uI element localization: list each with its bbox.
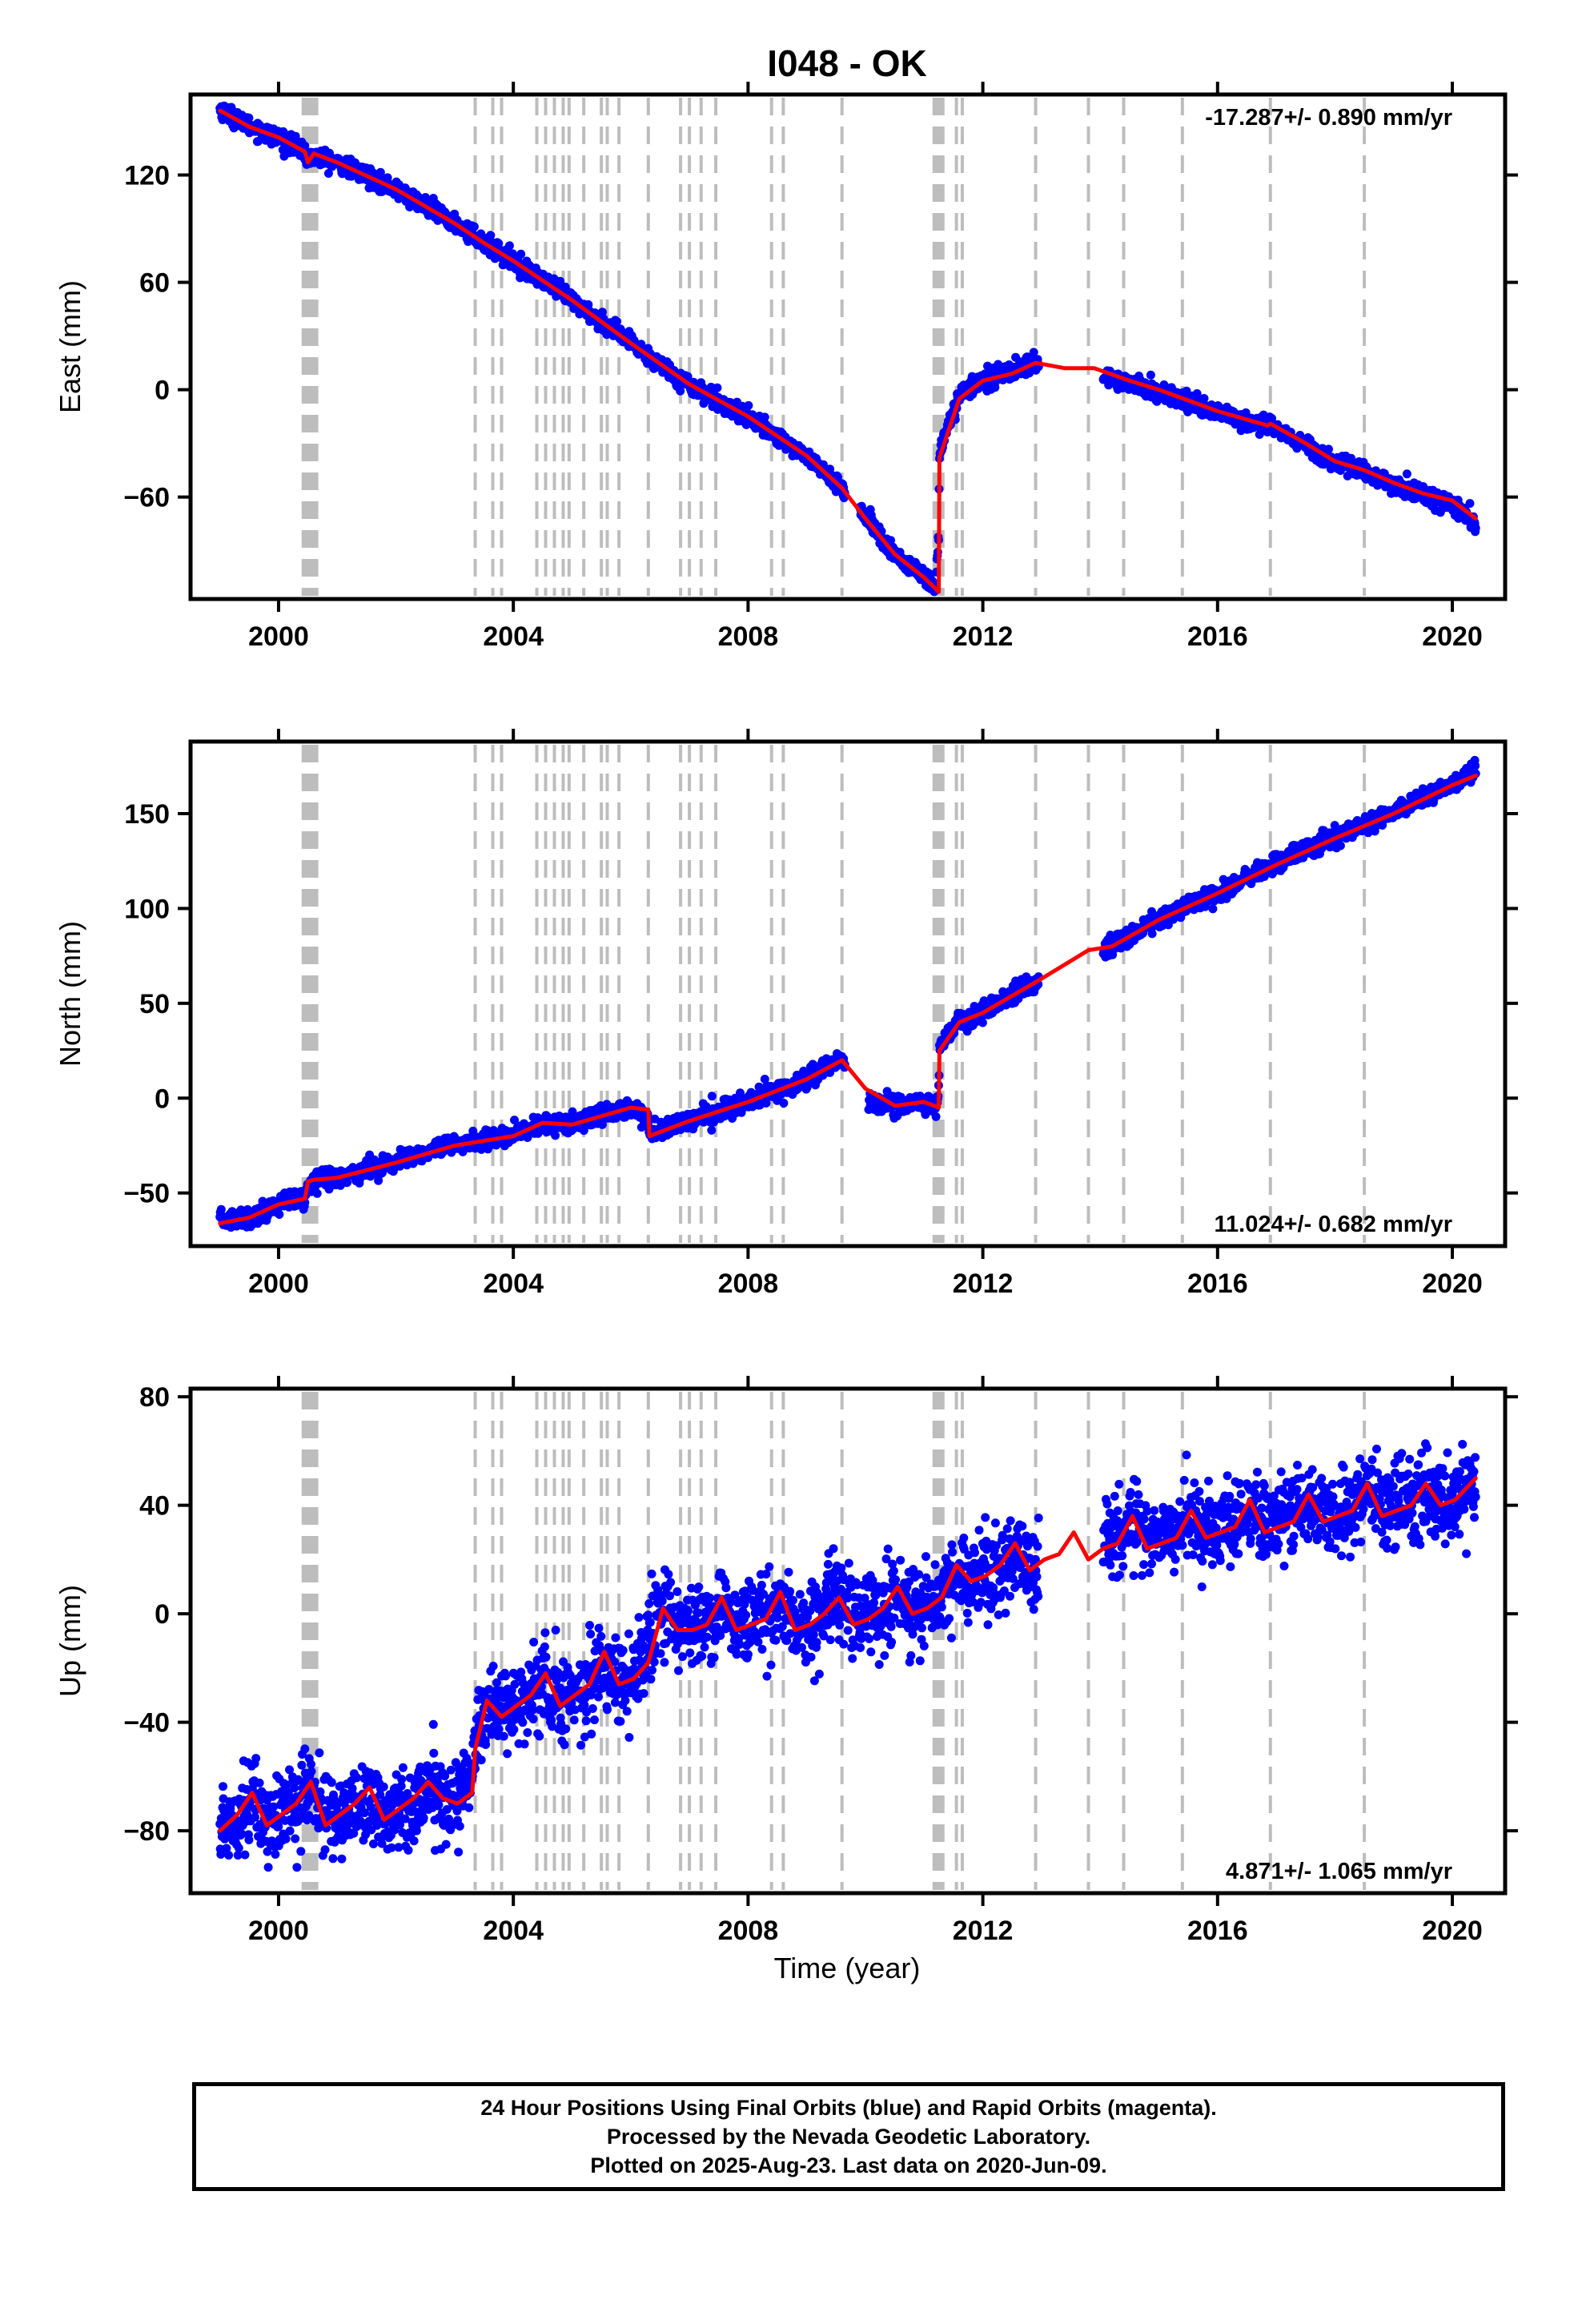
data-point bbox=[1147, 929, 1157, 939]
data-point bbox=[1465, 499, 1475, 509]
y-tick-label: 120 bbox=[124, 161, 170, 191]
data-point bbox=[494, 239, 504, 248]
data-point bbox=[312, 1188, 322, 1198]
data-point bbox=[584, 300, 593, 309]
data-point bbox=[779, 1099, 789, 1108]
x-tick-label: 2012 bbox=[953, 621, 1014, 652]
data-point bbox=[597, 308, 607, 317]
data-point bbox=[744, 400, 753, 410]
y-tick-label: 0 bbox=[155, 376, 170, 406]
data-point bbox=[1208, 904, 1218, 914]
data-point bbox=[516, 249, 526, 259]
data-point bbox=[931, 1112, 941, 1121]
x-tick-label: 2016 bbox=[1187, 621, 1248, 652]
rate-label: -17.287+/- 0.890 mm/yr bbox=[1205, 105, 1452, 131]
data-point bbox=[275, 1210, 284, 1219]
data-point bbox=[676, 386, 685, 396]
data-point bbox=[1324, 444, 1333, 454]
data-point bbox=[978, 1018, 987, 1027]
data-point bbox=[1146, 370, 1155, 380]
data-point bbox=[323, 169, 333, 178]
y-axis-label: East (mm) bbox=[54, 280, 86, 413]
east-panel: 120 60 0 −60 2000 2004 2008 2012 2016 2020 East (m… bbox=[54, 82, 1518, 652]
data-point bbox=[707, 1092, 717, 1101]
data-point bbox=[760, 412, 769, 422]
model-fit-line bbox=[218, 108, 1478, 594]
data-point bbox=[300, 141, 310, 151]
x-tick-label: 2004 bbox=[483, 621, 544, 652]
daily-positions bbox=[215, 101, 1480, 597]
data-point bbox=[504, 241, 514, 251]
data-point bbox=[556, 276, 565, 286]
data-point bbox=[707, 1125, 717, 1135]
y-tick-label: −60 bbox=[123, 483, 170, 513]
data-point bbox=[612, 316, 622, 326]
data-point bbox=[486, 231, 496, 240]
data-point bbox=[1402, 469, 1411, 479]
y-tick-label: 60 bbox=[139, 268, 170, 299]
data-point bbox=[713, 383, 722, 392]
data-point bbox=[469, 222, 479, 231]
x-tick-label: 2008 bbox=[718, 621, 779, 652]
plot-frame bbox=[188, 92, 1508, 601]
data-point bbox=[244, 113, 254, 123]
figure-title: I048 - OK bbox=[767, 42, 926, 84]
data-point bbox=[551, 1131, 560, 1140]
x-tick-label: 2000 bbox=[248, 621, 309, 652]
x-tick-label: 2020 bbox=[1422, 621, 1483, 652]
data-point bbox=[1471, 523, 1480, 533]
